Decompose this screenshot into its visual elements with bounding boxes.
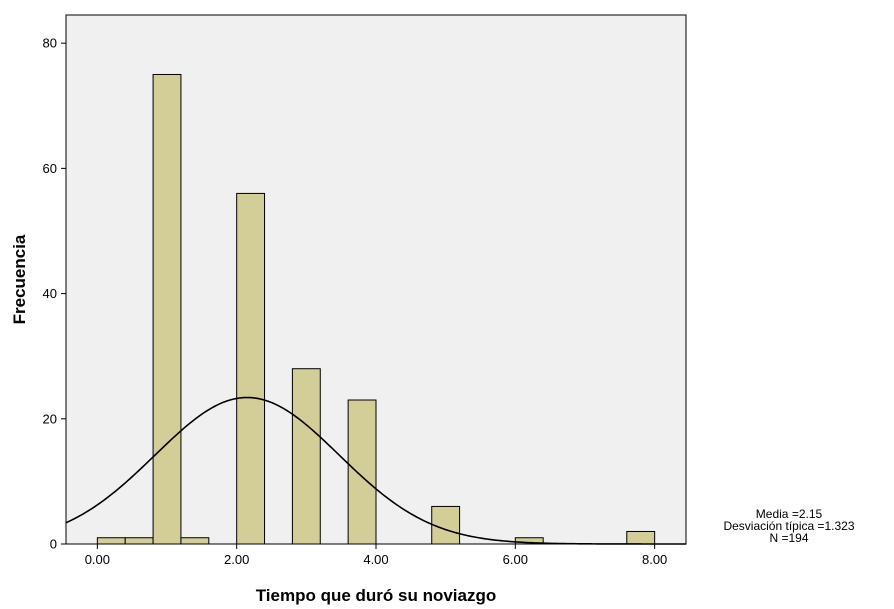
x-tick-label: 0.00 [85,552,110,567]
y-tick-label: 60 [43,161,57,176]
histogram-bar [180,537,210,545]
histogram-bar [236,192,266,545]
y-tick-label: 20 [43,411,57,426]
histogram-bar [347,399,377,545]
x-axis-title: Tiempo que duró su noviazgo [256,586,497,605]
x-tick-label: 6.00 [503,552,528,567]
stats-n: N =194 [769,531,808,545]
stats-box: Media =2.15 Desviación típica =1.323 N =… [723,507,854,545]
histogram-bar [291,368,321,545]
y-axis-title: Frecuencia [10,234,29,324]
y-tick-label: 40 [43,286,57,301]
histogram-bar [626,530,656,545]
histogram-bar [96,537,126,545]
x-tick-label: 2.00 [224,552,249,567]
stats-std-dev: Desviación típica =1.323 [723,519,854,533]
histogram-bar [152,73,182,545]
histogram-bar [124,537,154,545]
y-axis: 0 20 40 60 80 [43,36,66,552]
y-tick-label: 0 [50,537,57,552]
x-axis: 0.00 2.00 4.00 6.00 8.00 [85,544,667,567]
x-tick-label: 4.00 [363,552,388,567]
y-tick-label: 80 [43,36,57,51]
x-tick-label: 8.00 [642,552,667,567]
stats-mean: Media =2.15 [756,507,823,521]
bars-group [96,73,656,545]
